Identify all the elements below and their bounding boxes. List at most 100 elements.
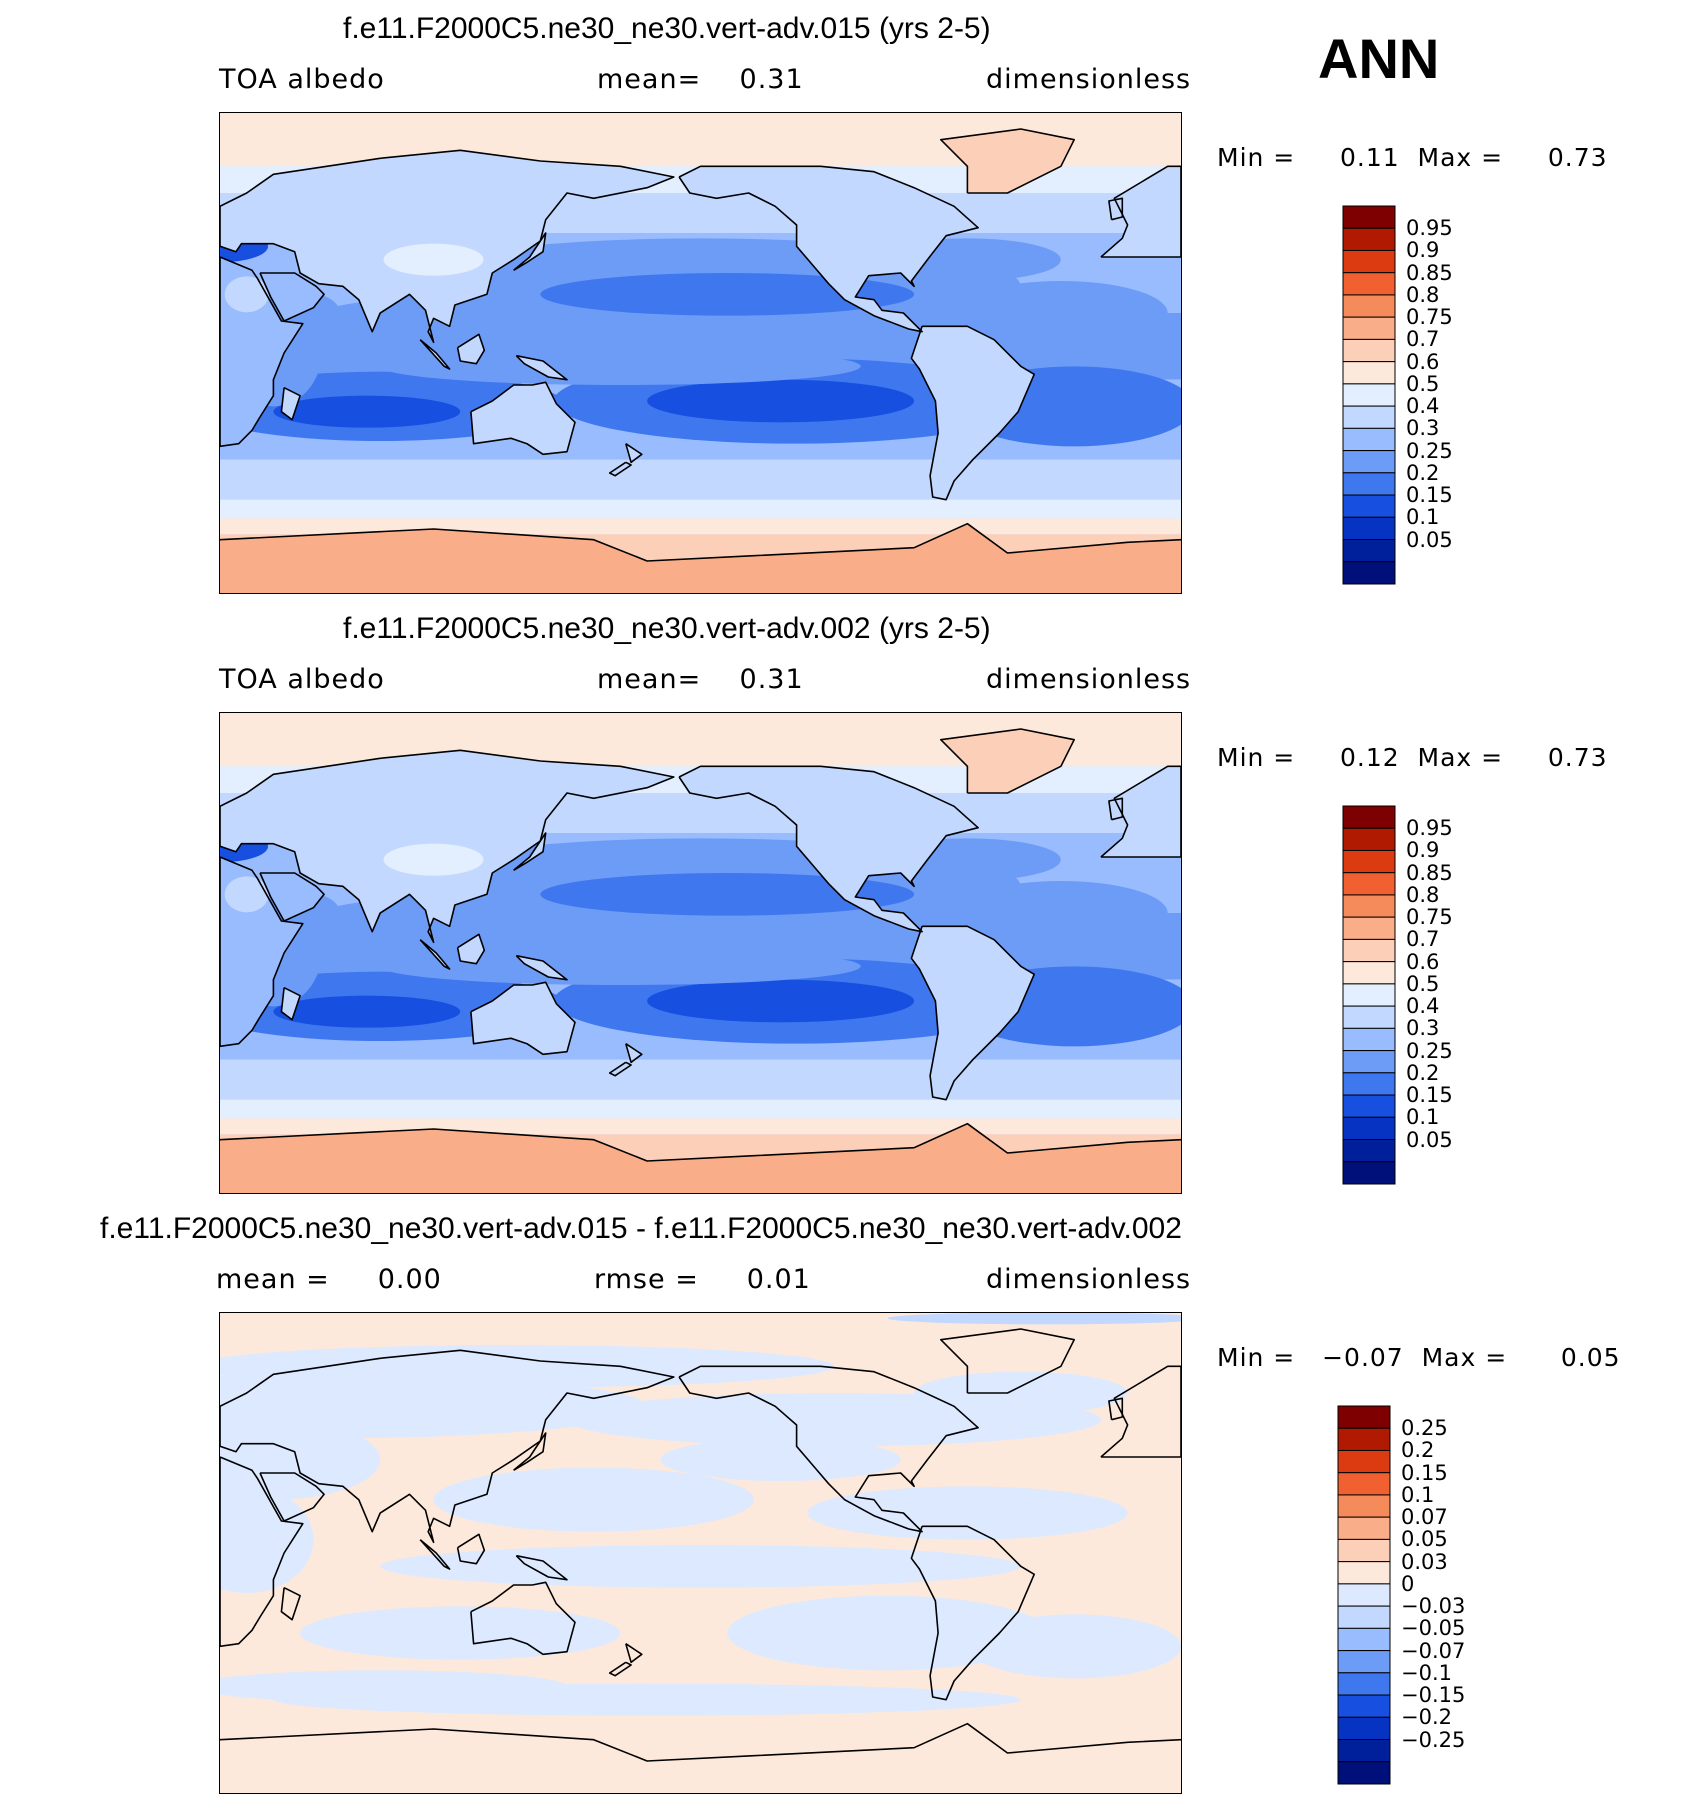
colorbar-swatch <box>1342 405 1396 429</box>
colorbar-tick-label: 0.05 <box>1401 1527 1448 1552</box>
colorbar-tick-label: 0.1 <box>1406 1105 1440 1130</box>
albedo-contour <box>954 281 1168 345</box>
colorbar-swatch <box>1342 227 1396 251</box>
land-fill <box>1100 166 1181 257</box>
coastlines <box>220 128 1181 562</box>
albedo-map <box>219 712 1182 1194</box>
coastline <box>220 749 675 944</box>
albedo-contour <box>954 881 1168 945</box>
coastline <box>910 1525 1036 1701</box>
colorbar-swatch <box>1342 294 1396 318</box>
colorbar-swatch <box>1342 1072 1396 1096</box>
albedo-contour <box>647 979 915 1023</box>
colorbar-tick-label: 0.15 <box>1406 1083 1453 1108</box>
coastline <box>513 232 547 271</box>
coastline <box>470 381 576 456</box>
variable-label: TOA albedo <box>219 664 385 695</box>
albedo-map <box>219 112 1182 594</box>
colorbar-tick-label: 0.85 <box>1406 260 1453 285</box>
variable-label: TOA albedo <box>219 64 385 95</box>
colorbar-tick-label: 0.9 <box>1406 838 1440 863</box>
colorbar-tick-label: 0.25 <box>1401 1416 1448 1441</box>
colorbar-swatch <box>1342 316 1396 340</box>
coastline <box>456 333 486 365</box>
mean-stat: mean= 0.31 <box>597 664 804 695</box>
coastline <box>513 832 547 871</box>
colorbar-swatch <box>1342 472 1396 496</box>
units-label: dimensionless <box>986 664 1192 695</box>
albedo-contour <box>540 273 915 316</box>
land-fill <box>260 273 325 321</box>
coastline <box>220 856 304 1048</box>
coastline <box>1100 165 1181 258</box>
difference-contour <box>300 1606 621 1660</box>
colorbar-tick-label: 0.3 <box>1406 1016 1440 1041</box>
min-max-stat: Min = 0.11 Max = 0.73 <box>1217 143 1608 172</box>
albedo-band <box>220 1099 1181 1119</box>
colorbar-swatch <box>1337 1605 1391 1629</box>
albedo-band <box>220 1059 1181 1100</box>
colorbar-swatch <box>1342 1050 1396 1074</box>
colorbar-swatch <box>1337 1672 1391 1696</box>
difference-contour <box>380 1545 1021 1588</box>
colorbar-tick-label: 0.7 <box>1406 927 1440 952</box>
plateau-contour <box>383 843 484 876</box>
panel-title: f.e11.F2000C5.ne30_ne30.vert-adv.015 (yr… <box>343 12 991 45</box>
colorbar-tick-label: 0.6 <box>1406 349 1440 374</box>
difference-contour <box>220 1670 567 1703</box>
colorbar-swatch <box>1337 1627 1391 1652</box>
mean-stat: mean= 0.31 <box>597 64 804 95</box>
colorbar-swatch <box>1337 1449 1391 1474</box>
colorbar-swatch <box>1342 361 1396 385</box>
coastline <box>259 1472 325 1522</box>
colorbar-swatch <box>1337 1516 1391 1540</box>
colorbar-tick-label: 0.15 <box>1401 1460 1448 1485</box>
difference-contour <box>220 1374 648 1439</box>
antarctica-fill <box>220 1123 1181 1193</box>
colorbar-swatch <box>1342 1161 1396 1185</box>
coastline <box>625 1643 643 1664</box>
land-fill <box>609 1062 632 1076</box>
colorbar-swatch <box>1342 1116 1396 1141</box>
land-fill <box>1108 198 1123 220</box>
land-fill <box>1100 766 1181 857</box>
coastline <box>220 149 675 344</box>
colorbar-tick-label: 0.25 <box>1406 1038 1453 1063</box>
land-fill <box>457 934 485 964</box>
colorbar-swatch <box>1342 961 1396 985</box>
land-fill <box>513 233 546 271</box>
coastline <box>1108 197 1124 221</box>
albedo-contour <box>273 395 461 428</box>
coastline <box>515 354 568 381</box>
colorbar-swatch <box>1342 1094 1396 1118</box>
difference-contour <box>967 1614 1181 1679</box>
coastline <box>1108 797 1124 821</box>
colorbar-swatch <box>1342 383 1396 407</box>
colorbar-swatch <box>1337 1494 1391 1518</box>
season-label: ANN <box>1318 27 1440 90</box>
colorbar-tick-label: 0.95 <box>1406 216 1453 241</box>
colorbar-tick-label: −0.2 <box>1401 1705 1452 1730</box>
colorbar-swatch <box>1337 1583 1391 1607</box>
colorbar-swatch <box>1337 1739 1391 1763</box>
colorbar-swatch <box>1342 249 1396 274</box>
panel-title: f.e11.F2000C5.ne30_ne30.vert-adv.015 - f… <box>100 1212 1182 1245</box>
colorbar-tick-label: 0.03 <box>1401 1549 1448 1574</box>
colorbar-swatch <box>1342 1005 1396 1029</box>
land-fill <box>516 955 567 980</box>
colorbar-swatch <box>1342 272 1396 296</box>
albedo-band <box>220 499 1181 519</box>
antarctica-fill <box>220 523 1181 593</box>
land-fill <box>513 833 546 871</box>
colorbar-tick-label: 0 <box>1401 1571 1415 1596</box>
coastline <box>419 339 451 370</box>
colorbar-tick-label: 0.85 <box>1406 860 1453 885</box>
colorbar-tick-label: 0.2 <box>1406 460 1440 485</box>
mean-stat: mean = 0.00 <box>216 1264 442 1295</box>
land-fill <box>281 987 301 1020</box>
colorbar-swatch <box>1337 1427 1391 1451</box>
coastline <box>678 765 979 933</box>
colorbar-swatch <box>1342 1139 1396 1163</box>
colorbar: 0.25 0.2 0.15 0.1 0.07 0.05 0.03 0 −0.03 −0.05 −0.… <box>1337 1405 1465 1785</box>
panel-title: f.e11.F2000C5.ne30_ne30.vert-adv.002 (yr… <box>343 612 991 645</box>
